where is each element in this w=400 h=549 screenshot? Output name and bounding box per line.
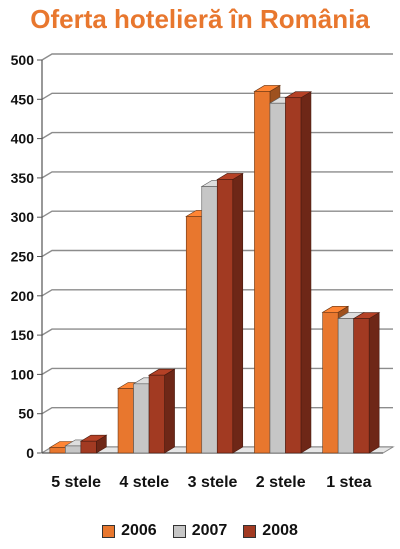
chart-title: Oferta hotelieră în România <box>30 4 370 34</box>
y-tick-label: 500 <box>11 52 35 68</box>
y-tick-label: 450 <box>11 91 35 107</box>
x-tick-label: 1 stea <box>326 474 371 491</box>
legend-label: 2008 <box>262 522 298 539</box>
bar-4-stele-2008 <box>147 368 176 454</box>
y-tick-label: 100 <box>11 366 35 382</box>
legend-item: 2006 <box>102 522 157 540</box>
y-tick-label: 250 <box>11 249 35 265</box>
y-tick-label: 0 <box>26 445 34 461</box>
bar-5-stele-2008 <box>79 434 108 454</box>
y-tick-label: 50 <box>18 406 34 422</box>
y-tick-label: 200 <box>11 288 35 304</box>
legend-item: 2007 <box>172 522 228 540</box>
legend-swatch <box>102 524 116 538</box>
y-tick-label: 400 <box>11 131 35 147</box>
bar-3-stele-2008 <box>216 172 244 454</box>
legend-item: 2008 <box>243 522 298 540</box>
x-tick-label: 3 stele <box>188 474 238 491</box>
legend-label: 2006 <box>121 522 157 539</box>
y-tick-label: 350 <box>11 170 35 186</box>
x-tick-label: 2 stele <box>256 474 306 491</box>
legend-swatch <box>172 524 186 538</box>
x-tick-labels: 5 stele 4 stele 3 stele 2 stele 1 stea <box>51 474 371 491</box>
gridline <box>41 171 393 179</box>
x-tick-label: 4 stele <box>119 474 169 491</box>
legend: 2006 2007 2008 <box>0 522 400 540</box>
y-tick-label: 300 <box>11 209 35 225</box>
y-tick-label: 150 <box>11 327 35 343</box>
legend-swatch <box>243 524 257 538</box>
gridline <box>41 92 393 100</box>
bars <box>48 84 381 454</box>
y-tick-labels: 0 50 100 150 200 250 300 350 400 450 500 <box>11 52 35 461</box>
gridline <box>41 131 393 140</box>
bar-2-stele-2008 <box>284 91 313 454</box>
x-tick-label: 5 stele <box>51 474 101 491</box>
legend-label: 2007 <box>191 522 228 539</box>
bar-1-stea-2008 <box>352 312 381 454</box>
gridline <box>41 53 393 61</box>
